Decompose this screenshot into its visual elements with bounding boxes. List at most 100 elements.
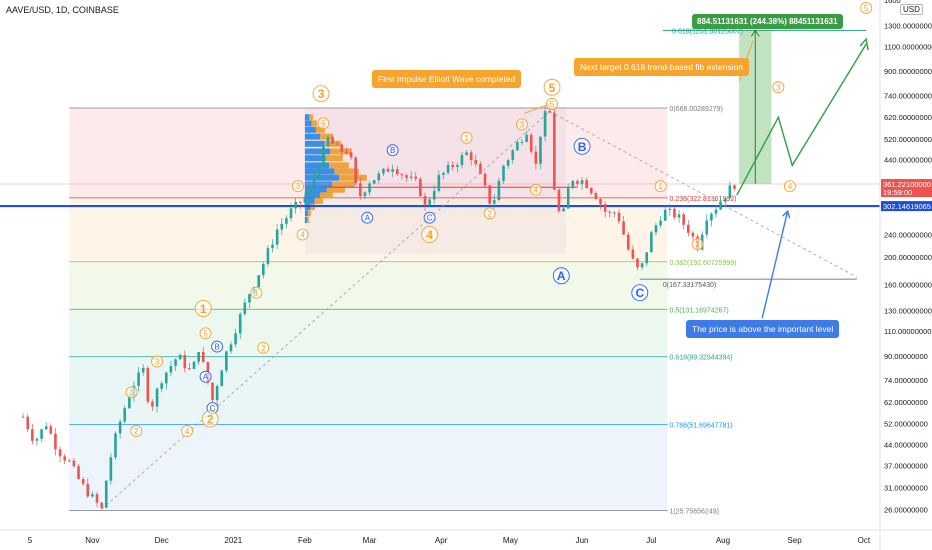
currency-badge[interactable]: USD [900,4,923,15]
price-tick-label: 52.00000000 [884,420,928,429]
fib-zone [69,424,668,511]
wave-label: 5 [203,329,208,338]
impulse-note: First Impulse Elliott Wave completed [372,70,522,88]
candle-body [571,180,575,188]
wave-label-circle [654,180,667,193]
wave-label: 5 [549,81,556,95]
price-tick-label: 520.00000000 [884,135,932,144]
candle-body [474,160,478,164]
candle-body [386,168,390,172]
wave-label-circle [361,211,374,224]
wave-label-circle [552,267,570,285]
volume-profile-bar [320,192,333,199]
level-note: The price is above the important level [686,320,840,338]
volume-profile-bar [304,162,330,169]
volume-profile-bar [304,216,308,224]
wave-label: 1 [254,289,259,298]
candle-body [220,370,224,387]
time-tick-label: 2021 [224,536,242,545]
wave-label: 3 [155,357,160,366]
candle-body [155,388,159,407]
volume-profile-bar [307,216,309,224]
fib-level-label: 0.5(131.16974267) [670,307,729,314]
wave-label: 4 [788,182,793,191]
candle-body [432,190,436,200]
price-tick-label: 110.00000000 [884,327,931,336]
volume-profile-bar [304,186,327,193]
price-tick-label: 620.00000000 [884,113,932,122]
candle-body [492,200,496,204]
candle-body [608,211,612,213]
volume-profile-bar [304,210,309,217]
candle-body [303,196,307,203]
price-tick-label: 26.00000000 [884,505,928,514]
time-tick-label: Mar [363,536,377,545]
price-tick-label: 361.22100000 [883,180,931,189]
candle-body [192,361,196,369]
candle-body [372,180,376,184]
time-tick-label: Nov [85,536,99,545]
price-tick-label: 1600 [884,0,901,5]
wave-label: B [390,146,395,155]
volume-profile-bar [304,174,339,181]
candle-body [469,152,473,161]
candle-body [345,151,348,153]
fib-zone [69,356,668,425]
candle-body [368,183,371,193]
candle-body [201,352,205,362]
time-tick-label: Jul [646,536,656,545]
candle-body [705,220,709,235]
candle-body [511,150,515,161]
wave-label-circle [317,117,330,130]
candle-body [442,172,445,175]
candle-body [659,220,662,226]
wave-label-circle [543,78,561,96]
candle-body [58,449,62,457]
candle-body [548,111,552,113]
projection-arrowhead [859,37,869,51]
candle-body [128,396,131,409]
candle-body [465,152,468,156]
wave-label: 1 [200,302,207,316]
wave-label-circle [199,370,212,383]
candle-body [151,401,154,407]
wave-label: C [635,286,644,300]
volume-profile-bar [308,210,311,217]
wave-label: B [578,140,587,154]
volume-profile-bar [304,192,321,199]
candle-body [566,187,570,209]
fib-zone [69,107,668,198]
candle-body [160,383,163,389]
price-tick-label: 440.00000000 [884,156,932,165]
candle-body [603,204,607,212]
volume-profile-bar [304,133,321,140]
fib-zone [69,261,668,310]
candle-body [266,248,270,265]
volume-profile-bar [304,140,325,147]
target-note: Next target 0.618 trend-based fib extens… [574,58,750,76]
fib-level-label: 0(668.00289279) [670,106,723,113]
wave-label: A [557,269,566,283]
candle-body [663,209,667,221]
candle-body [326,137,330,147]
candle-body [539,136,542,164]
candle-body [613,212,616,214]
candle-body [529,134,533,152]
candle-body [691,232,695,237]
candle-body [409,176,413,178]
trendline-up [101,111,550,510]
candle-body [589,187,593,194]
price-tick-label: 74.00000000 [884,376,928,385]
price-tick-label: 900.00000000 [884,67,932,76]
volume-profile-bar [304,126,316,133]
volume-profile-bar [311,120,317,127]
candle-body [100,502,103,508]
candle-body [169,365,173,373]
wave-label: 5 [321,119,326,128]
fib-level-label: 0.236(322.81361992) [670,196,737,203]
volume-profile-bar [315,126,325,133]
candle-body [141,367,145,373]
candle-body [359,183,362,197]
candle-body [414,176,418,179]
